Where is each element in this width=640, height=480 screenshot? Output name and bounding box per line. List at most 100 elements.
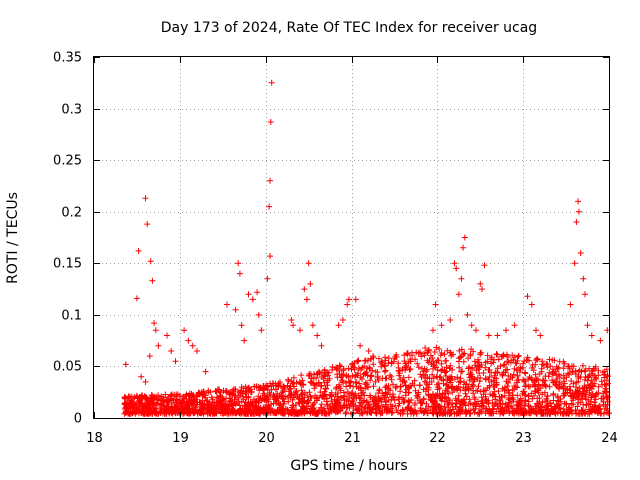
data-point — [417, 371, 424, 378]
data-point — [515, 401, 522, 408]
data-point — [353, 392, 359, 399]
data-point — [463, 393, 470, 400]
data-point — [581, 385, 588, 391]
data-point — [593, 376, 600, 382]
data-point — [566, 365, 573, 372]
data-point — [307, 379, 314, 386]
data-point — [247, 389, 254, 396]
data-point — [515, 352, 522, 359]
data-point — [248, 400, 255, 407]
data-point — [359, 410, 366, 417]
data-point — [230, 402, 237, 409]
data-point — [122, 361, 129, 368]
data-point — [264, 386, 271, 393]
data-point — [438, 360, 445, 367]
data-point — [477, 280, 484, 287]
data-point — [370, 383, 377, 390]
data-point — [510, 371, 517, 378]
data-point — [505, 390, 512, 397]
data-point — [300, 381, 307, 388]
data-point — [501, 408, 508, 415]
data-point — [593, 390, 600, 397]
data-point — [150, 393, 157, 400]
data-point — [574, 387, 581, 394]
data-point — [308, 395, 315, 401]
data-point — [242, 383, 249, 390]
data-point — [574, 403, 581, 410]
data-point — [232, 393, 239, 400]
data-point — [436, 346, 443, 352]
data-point — [339, 317, 346, 323]
data-point — [416, 382, 423, 389]
data-point — [592, 391, 599, 398]
data-point — [152, 327, 159, 334]
data-point — [273, 395, 280, 402]
data-point — [464, 311, 471, 318]
data-point — [339, 372, 346, 379]
data-point — [217, 389, 224, 396]
data-point — [581, 368, 588, 375]
data-point — [533, 410, 540, 417]
data-point — [405, 397, 412, 404]
y-tick-label: 0.15 — [53, 257, 82, 272]
data-point — [460, 384, 467, 391]
data-point — [307, 280, 314, 287]
data-point — [396, 372, 403, 379]
data-point — [357, 342, 364, 349]
data-point — [347, 378, 354, 385]
data-point — [491, 388, 498, 395]
data-point — [433, 344, 440, 351]
data-point — [400, 374, 407, 381]
data-point — [509, 352, 516, 359]
data-point — [290, 374, 297, 381]
data-point — [376, 395, 383, 402]
x-tick-label: 22 — [429, 431, 446, 446]
data-point — [390, 391, 396, 398]
data-point — [280, 410, 286, 417]
data-point — [600, 390, 607, 397]
data-point — [506, 396, 513, 403]
data-point — [389, 403, 396, 410]
data-point — [561, 380, 568, 387]
data-point — [515, 353, 522, 360]
data-point — [568, 392, 574, 399]
data-point — [495, 356, 502, 363]
data-point — [407, 407, 414, 414]
data-point — [345, 398, 352, 405]
data-point — [535, 389, 542, 396]
data-point — [470, 390, 477, 397]
data-point — [588, 394, 595, 401]
data-point — [387, 372, 393, 379]
data-point — [411, 382, 418, 389]
data-point — [344, 301, 351, 308]
data-point — [597, 410, 604, 417]
data-point — [157, 409, 164, 416]
data-point — [499, 371, 506, 378]
data-point — [357, 366, 364, 373]
data-point — [378, 398, 385, 405]
data-point — [411, 402, 418, 408]
data-point — [149, 277, 156, 284]
data-point — [494, 402, 501, 409]
data-point — [375, 377, 382, 383]
data-point — [251, 383, 258, 390]
data-point — [122, 409, 129, 416]
data-point — [531, 378, 538, 385]
data-point — [215, 397, 222, 404]
data-point — [417, 407, 424, 414]
data-point — [458, 275, 465, 282]
y-tick-label: 0.05 — [53, 360, 82, 375]
data-point — [573, 219, 580, 225]
data-point — [274, 390, 281, 397]
data-point — [315, 410, 322, 417]
data-point — [417, 349, 423, 356]
data-point — [476, 362, 482, 369]
data-point — [522, 370, 529, 377]
y-axis-label: ROTI / TECUs — [5, 192, 21, 284]
data-point — [584, 322, 591, 329]
data-point — [229, 391, 236, 398]
data-point — [391, 397, 398, 404]
data-point — [301, 286, 308, 293]
data-point — [169, 407, 176, 414]
data-point — [580, 401, 587, 408]
